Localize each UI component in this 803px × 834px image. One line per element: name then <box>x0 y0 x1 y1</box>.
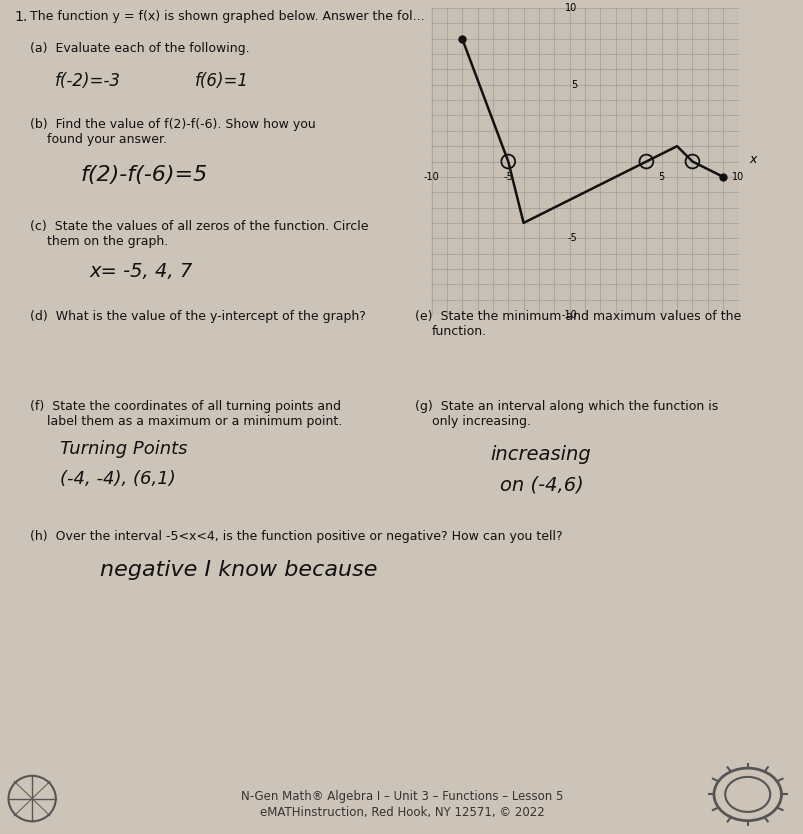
Text: (e)  State the minimum and maximum values of the: (e) State the minimum and maximum values… <box>414 310 740 323</box>
Text: -10: -10 <box>560 310 577 320</box>
Text: -5: -5 <box>567 234 577 244</box>
Text: (-4, -4), (6,1): (-4, -4), (6,1) <box>60 470 176 488</box>
Text: Turning Points: Turning Points <box>60 440 187 458</box>
Text: 5: 5 <box>658 173 664 183</box>
Text: (f)  State the coordinates of all turning points and: (f) State the coordinates of all turning… <box>30 400 340 413</box>
Text: function.: function. <box>431 325 487 338</box>
Text: 1.: 1. <box>14 10 27 24</box>
Text: 10: 10 <box>732 173 744 183</box>
Text: increasing: increasing <box>489 445 590 464</box>
Text: (h)  Over the interval -5<x<4, is the function positive or negative? How can you: (h) Over the interval -5<x<4, is the fun… <box>30 530 562 543</box>
Text: (a)  Evaluate each of the following.: (a) Evaluate each of the following. <box>30 42 249 55</box>
Text: (b)  Find the value of f(2)-f(-6). Show how you: (b) Find the value of f(2)-f(-6). Show h… <box>30 118 316 131</box>
Text: eMATHinstruction, Red Hook, NY 12571, © 2022: eMATHinstruction, Red Hook, NY 12571, © … <box>259 806 544 819</box>
Text: f(6)=1: f(6)=1 <box>195 72 249 90</box>
Text: The function y = f(x) is shown graphed below. Answer the fol...: The function y = f(x) is shown graphed b… <box>30 10 424 23</box>
Text: N-Gen Math® Algebra I – Unit 3 – Functions – Lesson 5: N-Gen Math® Algebra I – Unit 3 – Functio… <box>241 790 562 803</box>
Text: label them as a maximum or a minimum point.: label them as a maximum or a minimum poi… <box>47 415 342 428</box>
Text: (d)  What is the value of the y-intercept of the graph?: (d) What is the value of the y-intercept… <box>30 310 365 323</box>
Text: f(2)-f(-6)=5: f(2)-f(-6)=5 <box>80 165 207 185</box>
Text: (g)  State an interval along which the function is: (g) State an interval along which the fu… <box>414 400 717 413</box>
Text: on (-4,6): on (-4,6) <box>499 475 583 494</box>
Text: found your answer.: found your answer. <box>47 133 167 146</box>
Text: only increasing.: only increasing. <box>431 415 530 428</box>
Text: f(-2)=-3: f(-2)=-3 <box>55 72 120 90</box>
Text: -5: -5 <box>503 173 512 183</box>
Text: x: x <box>748 153 756 167</box>
Text: negative I know because: negative I know because <box>100 560 377 580</box>
Text: 5: 5 <box>570 80 577 90</box>
Text: (c)  State the values of all zeros of the function. Circle: (c) State the values of all zeros of the… <box>30 220 368 233</box>
Text: 10: 10 <box>565 3 577 13</box>
Text: x= -5, 4, 7: x= -5, 4, 7 <box>90 262 193 281</box>
Text: them on the graph.: them on the graph. <box>47 235 168 248</box>
Text: -10: -10 <box>423 173 438 183</box>
